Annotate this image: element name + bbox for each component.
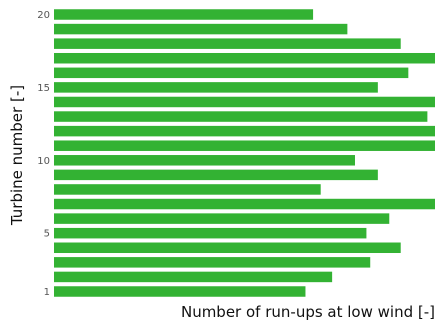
bar-turbine-17 bbox=[54, 52, 435, 64]
y-tick-label-10: 10 bbox=[37, 156, 50, 167]
bar-turbine-1 bbox=[54, 286, 306, 297]
y-tick-label-1: 1 bbox=[44, 287, 50, 298]
bar-turbine-3 bbox=[54, 257, 371, 268]
bar-turbine-19 bbox=[54, 23, 348, 35]
bar-turbine-7 bbox=[54, 198, 435, 210]
bar-turbine-18 bbox=[54, 38, 401, 49]
bar-turbine-8 bbox=[54, 184, 321, 195]
bar-turbine-4 bbox=[54, 242, 401, 254]
bar-turbine-13 bbox=[54, 111, 428, 122]
bar-turbine-2 bbox=[54, 271, 333, 283]
bar-turbine-16 bbox=[54, 67, 409, 79]
bar-turbine-10 bbox=[54, 155, 355, 166]
bar-turbine-6 bbox=[54, 213, 390, 224]
bar-turbine-14 bbox=[54, 96, 435, 108]
x-axis-label: Number of run-ups at low wind [-] bbox=[181, 303, 435, 321]
y-tick-label-15: 15 bbox=[37, 83, 50, 94]
bar-turbine-9 bbox=[54, 169, 378, 181]
y-tick-label-20: 20 bbox=[37, 10, 50, 21]
bar-turbine-12 bbox=[54, 125, 435, 137]
y-axis-label: Turbine number [-] bbox=[8, 85, 26, 226]
bar-turbine-20 bbox=[54, 9, 314, 20]
bar-turbine-15 bbox=[54, 82, 378, 93]
bar-turbine-5 bbox=[54, 227, 367, 239]
y-tick-label-5: 5 bbox=[44, 229, 50, 240]
bars-group bbox=[54, 9, 435, 297]
bar-turbine-11 bbox=[54, 140, 435, 151]
